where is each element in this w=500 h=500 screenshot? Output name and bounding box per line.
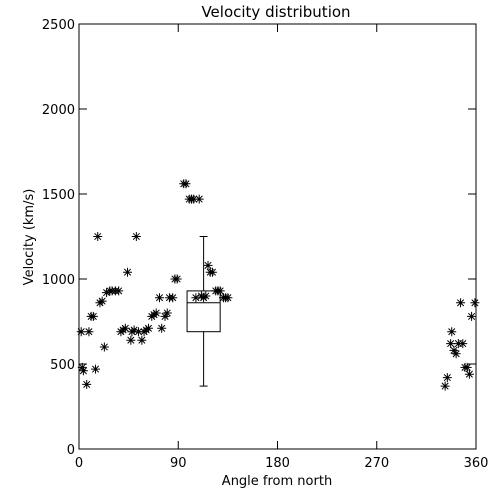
chart-title: Velocity distribution	[201, 3, 350, 21]
data-point	[223, 293, 233, 303]
y-tick-label: 2000	[42, 103, 75, 118]
data-point	[451, 349, 461, 359]
data-point	[134, 327, 144, 337]
data-point	[467, 311, 477, 321]
data-point	[446, 339, 456, 349]
data-point	[157, 323, 167, 333]
data-point	[194, 194, 204, 204]
data-point	[447, 327, 457, 337]
data-point	[464, 369, 474, 379]
data-point	[203, 260, 213, 270]
data-point	[172, 274, 182, 284]
data-point	[84, 327, 94, 337]
data-point	[470, 298, 480, 308]
scatter-points	[76, 179, 480, 391]
x-tick-label: 90	[170, 456, 187, 471]
x-axis: 0 90 180 270 360	[75, 24, 489, 471]
y-tick-label: 500	[50, 358, 75, 373]
data-point	[201, 291, 211, 301]
y-tick-label: 1500	[42, 188, 75, 203]
data-point	[458, 339, 468, 349]
data-point	[97, 296, 107, 306]
data-point	[78, 366, 88, 376]
data-point	[114, 286, 124, 296]
data-point	[123, 267, 133, 277]
data-point	[91, 364, 101, 374]
data-point	[131, 232, 141, 241]
data-point	[99, 342, 109, 352]
y-tick-label: 0	[67, 443, 75, 458]
data-point	[449, 345, 459, 355]
data-point	[76, 327, 86, 337]
data-point	[102, 288, 112, 298]
y-tick-label: 2500	[42, 18, 75, 33]
y-axis: 0 500 1000 1500 2000 2500	[42, 18, 476, 458]
data-point	[77, 362, 87, 372]
data-point	[129, 325, 139, 335]
data-point	[462, 362, 472, 372]
boxplot-box	[186, 290, 221, 333]
data-point	[191, 293, 201, 303]
boxplot	[186, 236, 221, 387]
data-point	[151, 308, 161, 318]
x-tick-label: 360	[464, 456, 489, 471]
data-point	[442, 373, 452, 383]
data-point	[162, 308, 172, 318]
data-point	[189, 194, 199, 204]
data-point	[143, 323, 153, 333]
data-point	[160, 311, 170, 321]
x-tick-label: 270	[364, 456, 389, 471]
data-point	[82, 379, 92, 389]
data-point	[93, 232, 103, 241]
data-point	[120, 323, 130, 333]
data-point	[440, 381, 450, 391]
data-point	[181, 179, 191, 189]
data-point	[126, 335, 136, 345]
y-tick-label: 1000	[42, 273, 75, 288]
y-axis-label: Velocity (km/s)	[22, 189, 37, 286]
data-point	[168, 293, 178, 303]
data-point	[456, 298, 466, 308]
data-point	[155, 293, 165, 303]
data-point	[88, 311, 98, 321]
x-tick-label: 180	[265, 456, 290, 471]
data-point	[137, 335, 147, 345]
data-point	[215, 286, 225, 296]
data-point	[207, 267, 217, 277]
x-tick-label: 0	[75, 456, 83, 471]
x-axis-label: Angle from north	[222, 474, 332, 489]
